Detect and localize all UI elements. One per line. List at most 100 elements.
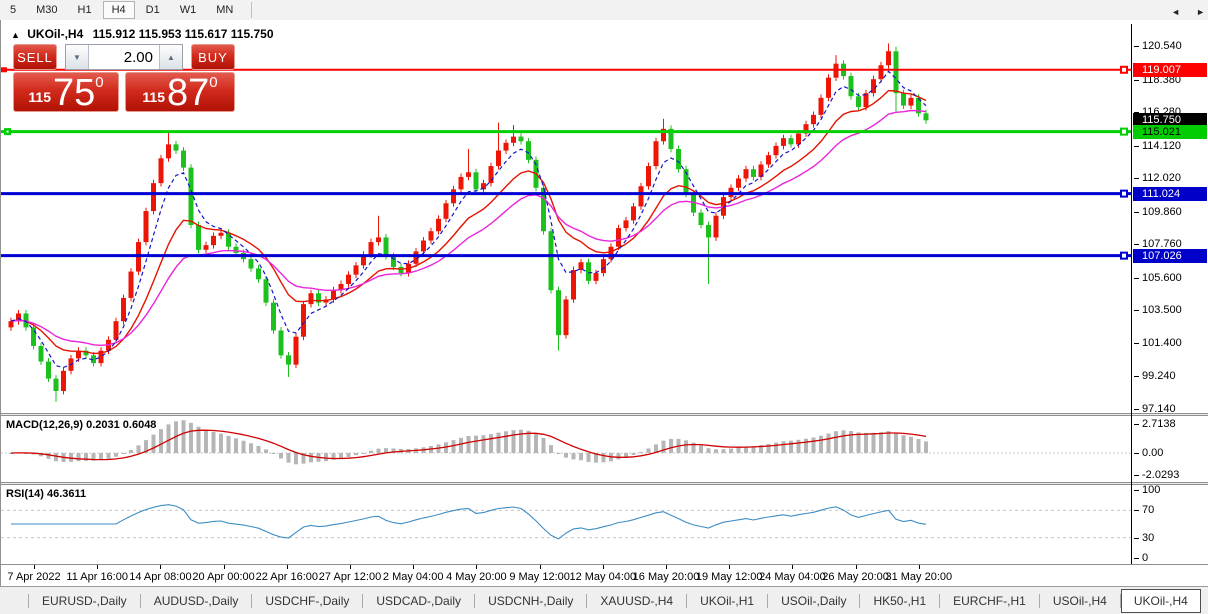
timeframe-button-mn[interactable]: MN xyxy=(216,4,234,16)
time-axis-label: 11 Apr 16:00 xyxy=(66,571,128,583)
time-axis-tick xyxy=(792,565,794,569)
tab-scroll-left-icon[interactable]: ◄ xyxy=(1171,7,1181,17)
symbol-tab-usdcnhdaily[interactable]: USDCNH-,Daily xyxy=(488,594,574,608)
price-axis-tick-label: 120.540 xyxy=(1134,40,1182,52)
price-chart-canvas[interactable] xyxy=(1,20,1131,413)
price-axis-tick-label: 107.760 xyxy=(1134,238,1182,251)
time-axis-label: 26 May 20:00 xyxy=(822,571,889,583)
macd-axis-scale[interactable]: 2.7138 0.00 -2.0293 xyxy=(1132,416,1208,482)
macd-axis-tick-label: 0.00 xyxy=(1133,447,1164,459)
time-axis-label: 31 May 20:00 xyxy=(885,571,953,583)
symbol-tab-ukoilh1[interactable]: UKOil-,H1 xyxy=(700,594,755,608)
sell-button[interactable]: SELL xyxy=(13,44,57,70)
chart-title: ▲ UKOil-,H4 115.912 115.953 115.617 115.… xyxy=(11,27,274,41)
time-axis-tick xyxy=(539,565,541,569)
rsi-axis-tick-label: 30 xyxy=(1133,531,1155,544)
tab-separator xyxy=(939,594,941,608)
axis-border-line xyxy=(1131,24,1132,565)
time-axis-scale[interactable]: 7 Apr 2022 11 Apr 16:00 14 Apr 08:00 20 Apr… xyxy=(1,564,1208,587)
time-axis-label: 16 May 20:00 xyxy=(632,571,700,583)
time-axis-tick xyxy=(476,565,478,569)
timeframe-toolbar: 5 M30 H1 H4 D1 W1 MN xyxy=(0,0,1208,21)
tab-scroll-right-icon[interactable]: ► xyxy=(1196,7,1205,17)
ask-price-display[interactable]: 115 87 0 xyxy=(125,72,235,112)
tab-separator xyxy=(1038,594,1040,608)
symbol-tab-eurchfh1[interactable]: EURCHF-,H1 xyxy=(953,594,1026,608)
macd-axis-tick-label: -2.0293 xyxy=(1133,468,1180,481)
symbol-tab-eurusddaily[interactable]: EURUSD-,Daily xyxy=(42,594,127,608)
symbol-tab-audusddaily[interactable]: AUDUSD-,Daily xyxy=(153,594,239,608)
bid-prefix: 115 xyxy=(28,89,51,105)
timeframe-button-d1[interactable]: D1 xyxy=(145,4,160,16)
price-axis-badge: 119.007 xyxy=(1133,62,1207,77)
time-axis-label: 27 Apr 12:00 xyxy=(318,571,382,583)
price-axis-scale[interactable]: 120.540 118.380 116.280 114.120 112.020 109.8… xyxy=(1132,20,1208,415)
timeframe-button-h1[interactable]: H1 xyxy=(77,4,92,16)
price-axis-tick-label: 99.240 xyxy=(1134,370,1176,383)
time-axis-tick xyxy=(918,565,920,569)
time-axis-tick xyxy=(223,565,225,569)
time-axis-tick xyxy=(286,565,288,569)
tab-separator xyxy=(362,594,364,608)
symbol-tab-xauusdh4[interactable]: XAUUSD-,H4 xyxy=(600,594,674,608)
rsi-pane-canvas[interactable] xyxy=(1,485,1131,564)
symbol-tab-usoildaily[interactable]: USOil-,Daily xyxy=(781,594,847,608)
time-axis-label: 24 May 04:00 xyxy=(759,571,826,583)
timeframe-button-h4[interactable]: H4 xyxy=(102,1,135,19)
time-axis-label: 22 Apr 16:00 xyxy=(255,571,318,583)
time-axis-tick xyxy=(97,565,99,569)
timeframe-button-m30[interactable]: M30 xyxy=(36,4,58,16)
volume-input[interactable] xyxy=(89,45,159,69)
price-axis-badge: 115.750 xyxy=(1133,113,1207,128)
chart-window: 120.540 118.380 116.280 114.120 112.020 109.8… xyxy=(0,20,1208,587)
chevron-up-icon: ▲ xyxy=(167,52,175,62)
time-axis-label: 7 Apr 2022 xyxy=(7,571,61,583)
tab-separator xyxy=(686,594,688,608)
time-axis-tick xyxy=(666,565,667,569)
time-axis-label: 2 May 04:00 xyxy=(382,571,444,583)
tab-separator xyxy=(139,594,141,608)
time-axis-label: 12 May 04:00 xyxy=(569,571,637,583)
volume-decrease-button[interactable]: ▼ xyxy=(66,45,89,69)
price-axis-tick-label: 109.860 xyxy=(1134,205,1182,218)
macd-pane-canvas[interactable] xyxy=(1,416,1131,482)
one-click-panel-toggle-icon[interactable]: ▲ xyxy=(11,30,20,40)
tab-separator xyxy=(28,594,29,608)
tab-separator xyxy=(251,594,253,608)
price-axis-badge: 111.024 xyxy=(1133,186,1207,201)
time-axis-label: 14 Apr 08:00 xyxy=(129,571,192,583)
tab-separator xyxy=(1119,594,1121,608)
price-axis-badge: 115.021 xyxy=(1133,124,1207,139)
tab-scroll-arrows: ◄ ► xyxy=(1171,7,1205,17)
pane-splitter[interactable] xyxy=(1,413,1208,416)
symbol-tab-usdchfdaily[interactable]: USDCHF-,Daily xyxy=(265,594,350,608)
rsi-axis-scale[interactable]: 100 70 30 0 xyxy=(1132,484,1208,564)
symbol-tab-usoilh4[interactable]: USOil-,H4 xyxy=(1052,594,1107,608)
symbol-tab-ukoilh4[interactable]: UKOil-,H4 xyxy=(1120,589,1201,613)
ask-superscript: 0 xyxy=(209,74,218,91)
timeframe-button-5[interactable]: 5 xyxy=(10,4,17,16)
bid-price-display[interactable]: 115 75 0 xyxy=(13,72,119,112)
price-axis-tick-label: 97.140 xyxy=(1134,402,1176,415)
pane-splitter[interactable] xyxy=(1,482,1208,485)
symbol-tab-hk50h1[interactable]: HK50-,H1 xyxy=(873,594,927,608)
price-axis-tick-label: 112.020 xyxy=(1134,172,1181,185)
symbol-tab-bar: EURUSD-,Daily AUDUSD-,Daily USDCHF-,Daily U… xyxy=(0,586,1208,614)
buy-button[interactable]: BUY xyxy=(191,44,235,70)
tab-separator xyxy=(767,594,769,608)
time-axis-tick xyxy=(855,565,857,569)
volume-increase-button[interactable]: ▲ xyxy=(159,45,182,69)
time-axis-label: 19 May 12:00 xyxy=(695,571,763,583)
time-axis-tick xyxy=(160,565,162,569)
toolbar-separator xyxy=(251,2,253,18)
price-axis-tick-label: 105.600 xyxy=(1134,271,1182,284)
symbol-tab-usdcaddaily[interactable]: USDCAD-,Daily xyxy=(376,594,462,608)
bid-big-digits: 75 xyxy=(52,72,96,114)
rsi-axis-tick-label: 70 xyxy=(1133,504,1155,517)
price-axis-tick-label: 114.120 xyxy=(1134,139,1181,152)
tab-separator xyxy=(586,594,588,608)
timeframe-button-w1[interactable]: W1 xyxy=(179,4,197,16)
tab-separator xyxy=(474,594,476,608)
